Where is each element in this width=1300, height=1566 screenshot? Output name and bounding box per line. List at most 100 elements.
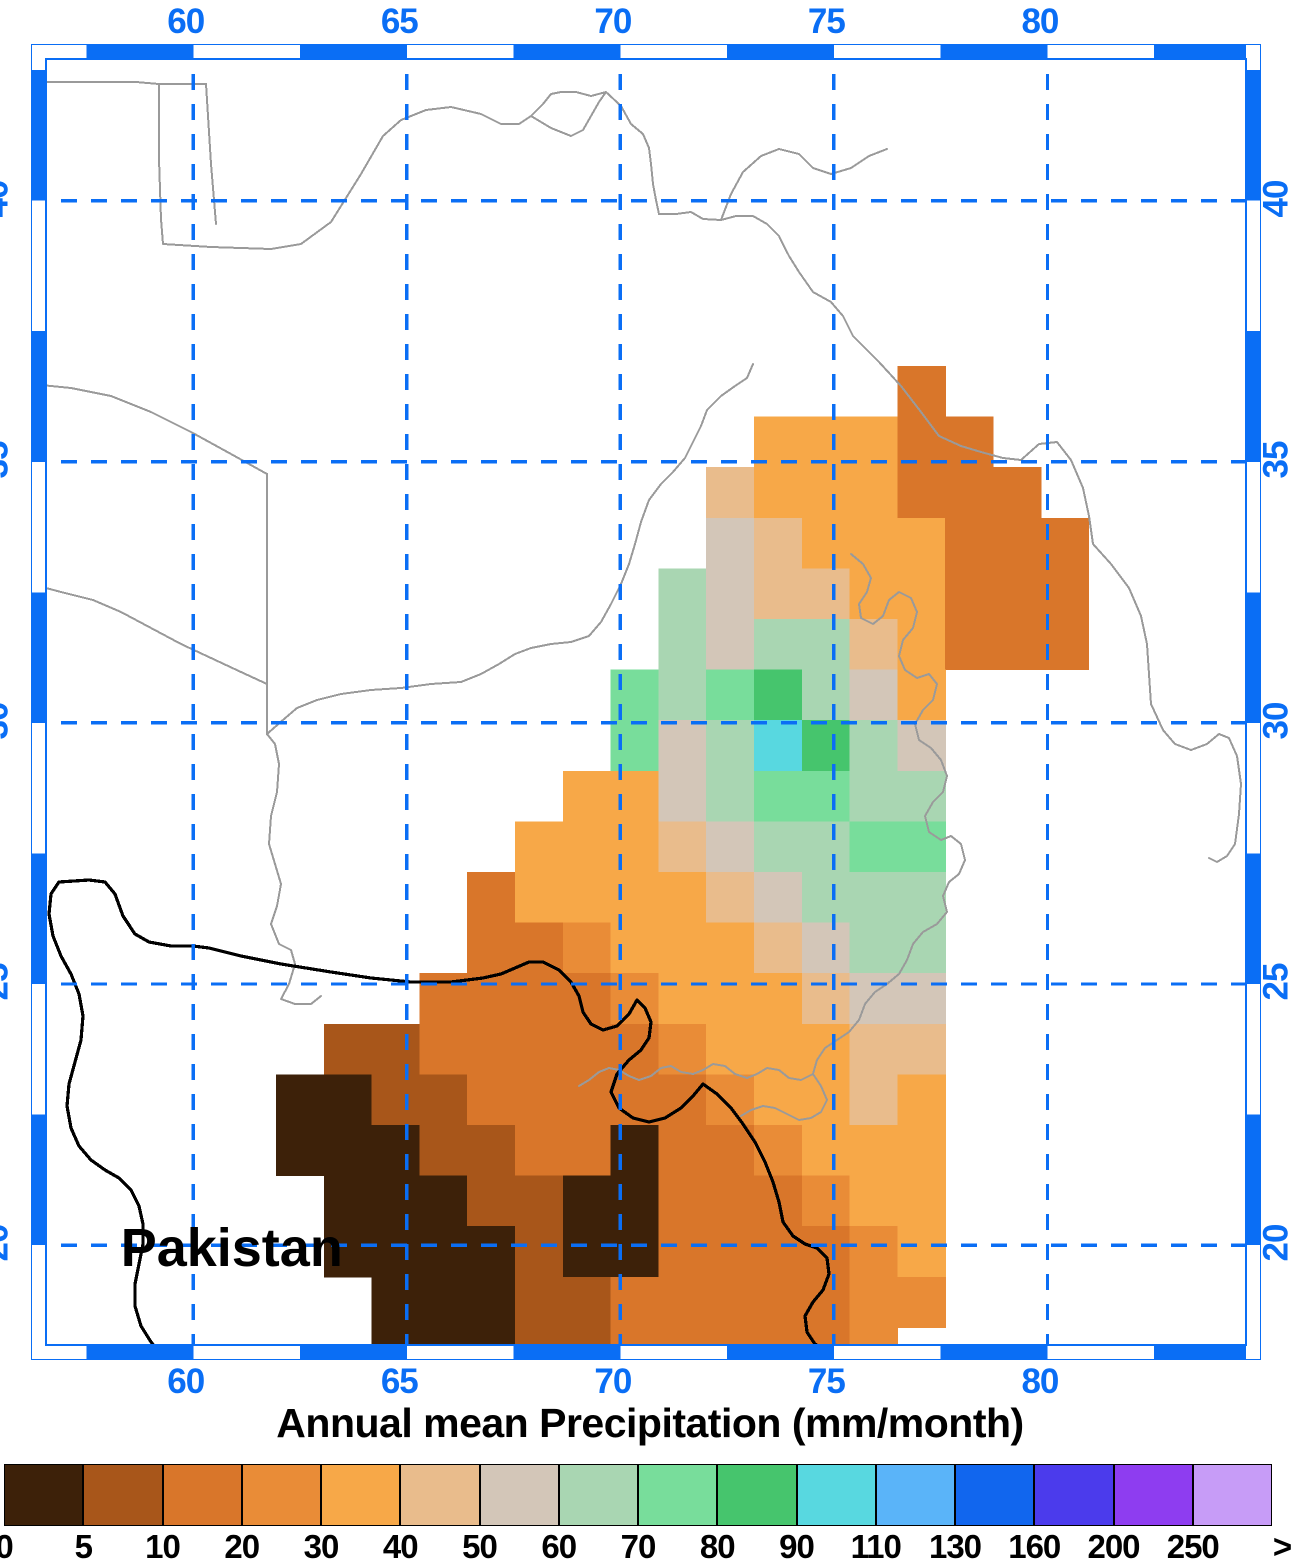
precip-cell: [801, 1125, 851, 1177]
precip-cell: [467, 922, 516, 974]
precip-cell: [419, 1226, 468, 1278]
colorbar-segment[interactable]: [400, 1464, 480, 1526]
frame-segment: [31, 44, 1261, 59]
latitude-tick-label: 30: [0, 702, 16, 740]
precip-cell: [754, 872, 803, 924]
precip-cell: [754, 1276, 803, 1328]
country-border: [206, 84, 216, 224]
country-border: [1003, 442, 1093, 544]
colorbar-segment[interactable]: [558, 1464, 638, 1526]
frame-segment: [300, 44, 407, 59]
country-border: [31, 82, 206, 84]
colorbar-segment[interactable]: [241, 1464, 321, 1526]
frame-segment: [513, 1345, 621, 1360]
precip-cell: [706, 1175, 755, 1227]
country-border: [561, 92, 606, 96]
precip-cell: [897, 922, 946, 974]
colorbar-segment[interactable]: [479, 1464, 559, 1526]
precip-cell: [610, 1226, 659, 1278]
precip-cell: [801, 568, 851, 620]
precip-cell: [562, 1023, 612, 1075]
precip-cell: [754, 770, 803, 822]
precip-cell: [419, 1023, 468, 1075]
colorbar-segment[interactable]: [321, 1464, 401, 1526]
precip-cell: [562, 922, 612, 974]
country-border: [531, 92, 606, 136]
colorbar-segment[interactable]: [955, 1464, 1035, 1526]
map-plot-area[interactable]: Pakistan: [29, 42, 1263, 1480]
precip-cell: [706, 1023, 755, 1075]
precip-cell: [419, 1125, 468, 1177]
colorbar-tick-label: 90: [779, 1528, 815, 1565]
precip-cell: [849, 770, 898, 822]
precip-cell: [849, 1074, 898, 1126]
precip-cell: [610, 973, 659, 1025]
precip-cell: [276, 1074, 325, 1126]
colorbar-segment[interactable]: [1034, 1464, 1114, 1526]
precip-cell: [849, 467, 898, 519]
precip-cell: [323, 1023, 373, 1075]
latitude-tick-label: 35: [0, 441, 16, 479]
longitude-tick-label: 60: [167, 2, 205, 41]
precip-cell: [658, 1175, 707, 1227]
precip-cell: [515, 1023, 564, 1075]
colorbar-segment[interactable]: [4, 1464, 84, 1526]
frame-segment: [513, 44, 621, 59]
colorbar-segment[interactable]: [162, 1464, 242, 1526]
map-frame: [29, 42, 1263, 1362]
country-border: [1209, 844, 1235, 862]
precip-cell: [897, 619, 946, 671]
precip-cell: [658, 1226, 707, 1278]
precip-cell: [801, 467, 851, 519]
precip-cell: [562, 1276, 612, 1328]
colorbar[interactable]: [0, 1464, 1300, 1526]
precip-cell: [371, 1175, 420, 1227]
precip-cell: [658, 669, 707, 721]
country-border: [606, 92, 659, 214]
precip-cell: [371, 1276, 420, 1328]
precip-cell: [754, 973, 803, 1025]
frame-segment: [1154, 1345, 1261, 1360]
precip-cell: [610, 922, 659, 974]
precip-cell: [515, 872, 564, 924]
country-border: [159, 84, 301, 249]
coastline: [701, 1082, 785, 1224]
colorbar-tick-label: 160: [1008, 1528, 1061, 1565]
precipitation-map-svg[interactable]: Pakistan: [29, 42, 1263, 1480]
precip-cell: [754, 568, 803, 620]
frame-segment: [1246, 70, 1261, 201]
country-border: [1093, 544, 1151, 704]
precip-cell: [515, 1125, 564, 1177]
country-border: [859, 912, 947, 1020]
precip-cell: [562, 821, 612, 873]
colorbar-segment[interactable]: [83, 1464, 163, 1526]
precip-cell: [849, 568, 898, 620]
latitude-tick-label: 20: [0, 1224, 16, 1262]
frame-segment: [1246, 331, 1261, 462]
precip-cell: [754, 669, 803, 721]
colorbar-tick-label: 0: [0, 1528, 14, 1565]
colorbar-segment[interactable]: [1192, 1464, 1272, 1526]
precip-cell: [754, 720, 803, 772]
colorbar-segment[interactable]: [875, 1464, 955, 1526]
precip-cell: [610, 720, 659, 772]
country-border: [269, 844, 295, 999]
precip-cell: [419, 1074, 468, 1126]
longitude-tick-label: 65: [380, 2, 419, 41]
colorbar-title: Annual mean Precipitation (mm/month): [276, 1400, 1024, 1446]
precip-cell: [849, 1226, 898, 1278]
precip-cell: [801, 416, 851, 468]
precip-cell: [515, 1175, 564, 1227]
colorbar-segment[interactable]: [1113, 1464, 1193, 1526]
precip-cell: [706, 770, 755, 822]
colorbar-segment[interactable]: [638, 1464, 718, 1526]
coastline: [47, 880, 163, 1356]
colorbar-segment[interactable]: [796, 1464, 876, 1526]
precip-cell: [515, 1226, 564, 1278]
frame-segment: [86, 1345, 194, 1360]
precip-cell: [801, 973, 851, 1025]
precip-cell: [849, 872, 898, 924]
colorbar-segment[interactable]: [717, 1464, 797, 1526]
frame-segment: [727, 1345, 834, 1360]
precip-cell: [658, 1125, 707, 1177]
